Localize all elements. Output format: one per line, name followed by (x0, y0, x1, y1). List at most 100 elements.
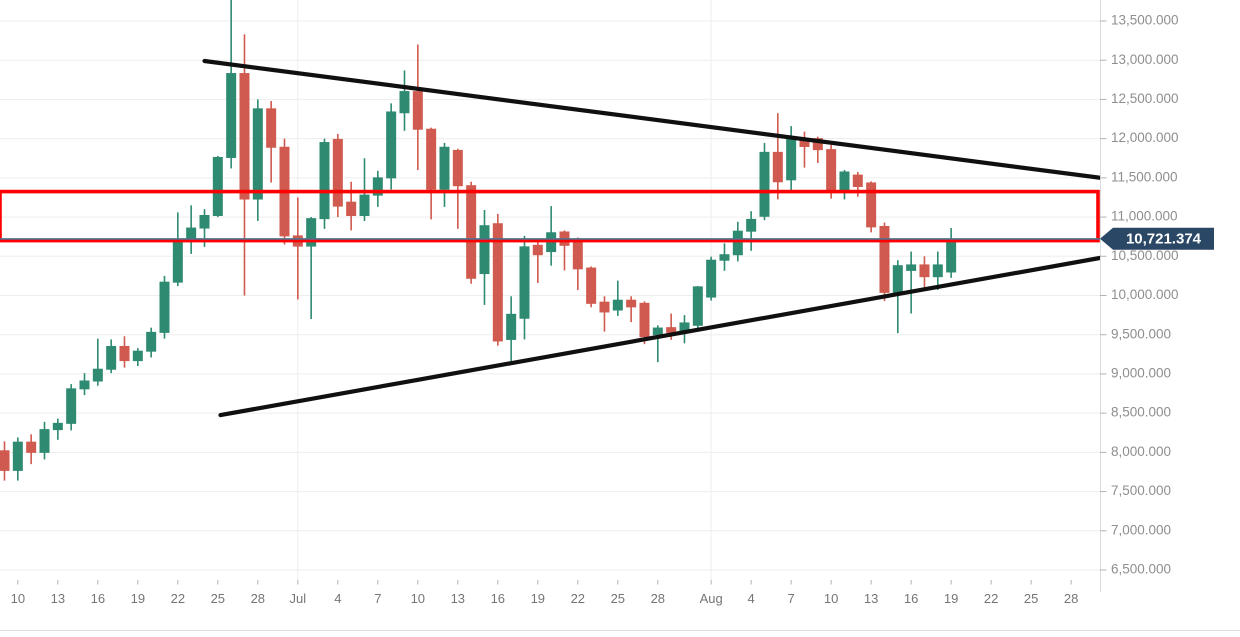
x-tick-label: 22 (171, 591, 185, 606)
candle (119, 336, 130, 368)
x-tick-label: Jul (290, 591, 307, 606)
x-tick-label: 19 (131, 591, 145, 606)
x-tick-label: 13 (51, 591, 65, 606)
candle (532, 240, 543, 283)
candle-body (599, 301, 610, 313)
candle (519, 235, 530, 340)
price-badge-label: 10,721.374 (1126, 230, 1202, 247)
grid-layer (0, 0, 1100, 580)
candle (492, 213, 503, 346)
candle-wick (457, 148, 459, 229)
candle-body (266, 108, 277, 148)
candle-wick (97, 338, 99, 386)
candle-body (332, 138, 343, 207)
x-tick-label: 16 (491, 591, 505, 606)
lower-trendline[interactable] (218, 255, 1100, 418)
candle (772, 113, 783, 200)
candle (12, 437, 23, 481)
candle-body (892, 265, 903, 293)
candle-body (119, 345, 130, 362)
candle-body (519, 246, 530, 319)
candle-body (932, 264, 943, 278)
candle-wick (670, 313, 672, 340)
x-tick-label: 10 (411, 591, 425, 606)
candle-body (159, 281, 170, 333)
candle (812, 136, 823, 163)
x-tick-label: 4 (334, 591, 341, 606)
candle (106, 339, 117, 374)
candle-body (572, 240, 583, 270)
candle (919, 256, 930, 290)
candle (399, 70, 410, 131)
candle-wick (803, 131, 806, 168)
candle-body (692, 286, 703, 326)
x-axis-time-scale[interactable]: 10 13 16 19 22 25 28 Jul 4 7 10 13 16 19 22 25 28 Aug 4 7 10… (11, 580, 1079, 606)
candle (306, 217, 317, 320)
candle (266, 100, 277, 183)
candle (359, 158, 370, 221)
candle-body (946, 238, 957, 273)
candle (932, 251, 943, 291)
x-tick-label: 13 (451, 591, 465, 606)
candle-body (79, 380, 90, 390)
candle (479, 210, 490, 305)
candle-body (26, 441, 37, 453)
candle-body (466, 185, 477, 279)
range-box[interactable] (0, 189, 1100, 243)
candle-body (919, 264, 930, 278)
candle (92, 338, 103, 386)
candle (226, 0, 237, 169)
candle (759, 142, 770, 221)
candle (652, 325, 663, 363)
candle-body (439, 146, 450, 190)
candle-body (319, 142, 330, 220)
y-tick-label: 9,000.000 (1111, 365, 1171, 380)
y-tick-label: 12,000.000 (1111, 130, 1179, 145)
y-tick-label: 7,500.000 (1111, 483, 1171, 498)
candle-body (532, 244, 543, 256)
candle-body (212, 156, 223, 217)
x-tick-label: 7 (374, 591, 381, 606)
candle (132, 348, 143, 367)
candle (626, 296, 637, 323)
candle-body (66, 388, 77, 424)
candle-body (786, 138, 797, 181)
candle (319, 138, 330, 229)
x-tick-label: 25 (1024, 591, 1038, 606)
candle-wick (630, 296, 632, 323)
annotations-layer (0, 58, 1100, 418)
candle-body (492, 223, 503, 342)
candle-body (719, 254, 730, 261)
candle-body (906, 264, 917, 271)
candle (26, 434, 37, 465)
candle-body (826, 149, 837, 191)
candle-body (772, 151, 783, 183)
candle-wick (310, 217, 312, 320)
candle-body (746, 218, 757, 232)
y-tick-label: 11,500.000 (1111, 169, 1178, 184)
candle (146, 327, 157, 358)
candle-body (39, 429, 50, 453)
candle-wick (603, 296, 606, 332)
y-axis-price-scale[interactable]: 13,500.000 13,000.000 12,500.000 12,000.000… (1100, 0, 1179, 592)
y-tick-label: 13,500.000 (1111, 13, 1179, 28)
candle (826, 144, 837, 199)
candle-body (639, 302, 650, 338)
candle (746, 211, 757, 251)
x-tick-label: 16 (904, 591, 918, 606)
x-tick-label: 28 (1064, 591, 1078, 606)
candle (0, 441, 10, 481)
x-tick-label: 22 (571, 591, 585, 606)
candle (946, 228, 957, 278)
candles-layer (0, 0, 957, 481)
candle (599, 296, 610, 332)
candle-body (52, 422, 63, 431)
candle (586, 266, 597, 308)
upper-trendline[interactable] (202, 58, 1100, 180)
candle-wick (617, 280, 619, 316)
candle-body (399, 91, 410, 114)
candle (199, 209, 210, 247)
candle-body (146, 331, 157, 352)
